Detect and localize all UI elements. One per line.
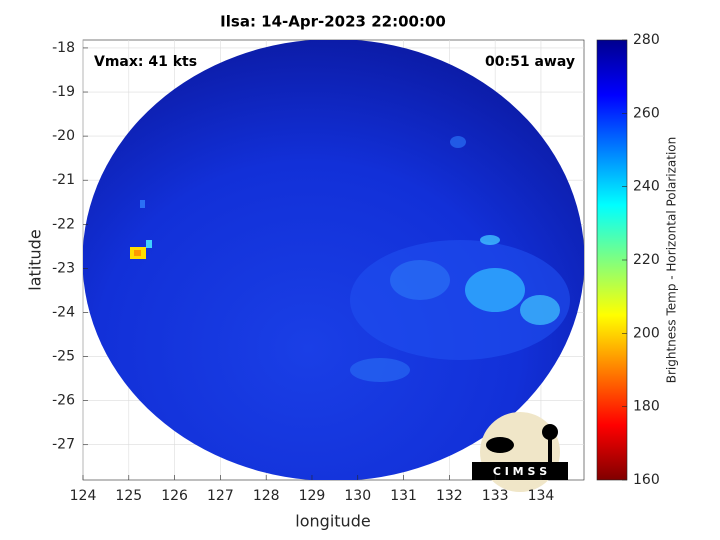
colorbar-tick-label: 160 — [633, 472, 660, 488]
colorbar-tick-label: 200 — [633, 325, 660, 341]
x-tick-label: 131 — [390, 488, 417, 504]
x-tick-label: 130 — [344, 488, 371, 504]
x-tick-label: 133 — [482, 488, 509, 504]
x-tick-label: 129 — [299, 488, 326, 504]
colorbar-tick-label: 280 — [633, 32, 660, 48]
chart-title: Ilsa: 14-Apr-2023 22:00:00 — [220, 13, 446, 31]
scan-field — [83, 40, 584, 480]
colorbar-tick-label: 260 — [633, 105, 660, 121]
colorbar-tick-label: 180 — [633, 399, 660, 415]
annotation: 00:51 away — [485, 54, 575, 70]
y-tick-label: -19 — [52, 84, 75, 100]
x-tick-label: 126 — [161, 488, 188, 504]
x-tick-label: 124 — [70, 488, 97, 504]
x-axis-label: longitude — [295, 512, 370, 531]
x-tick-label: 134 — [528, 488, 555, 504]
y-axis-label: latitude — [26, 229, 45, 290]
cimss-logo: C I M S S — [472, 412, 568, 492]
y-tick-label: -26 — [52, 393, 75, 409]
y-tick-label: -25 — [52, 349, 75, 365]
colorbar-tick-label: 220 — [633, 252, 660, 268]
x-tick-label: 128 — [253, 488, 280, 504]
y-tick-label: -21 — [52, 172, 75, 188]
y-tick-label: -23 — [52, 260, 75, 276]
x-tick-label: 132 — [436, 488, 463, 504]
x-tick-label: 127 — [207, 488, 234, 504]
y-tick-label: -24 — [52, 304, 75, 320]
y-tick-label: -20 — [52, 128, 75, 144]
y-tick-label: -27 — [52, 437, 75, 453]
colorbar-label: Brightness Temp - Horizontal Polarizatio… — [665, 137, 679, 384]
annotation: Vmax: 41 kts — [94, 54, 197, 70]
y-tick-label: -22 — [52, 216, 75, 232]
y-tick-label: -18 — [52, 40, 75, 56]
logo-text: C I M S S — [493, 465, 547, 478]
x-tick-label: 125 — [115, 488, 142, 504]
colorbar-tick-label: 240 — [633, 179, 660, 195]
